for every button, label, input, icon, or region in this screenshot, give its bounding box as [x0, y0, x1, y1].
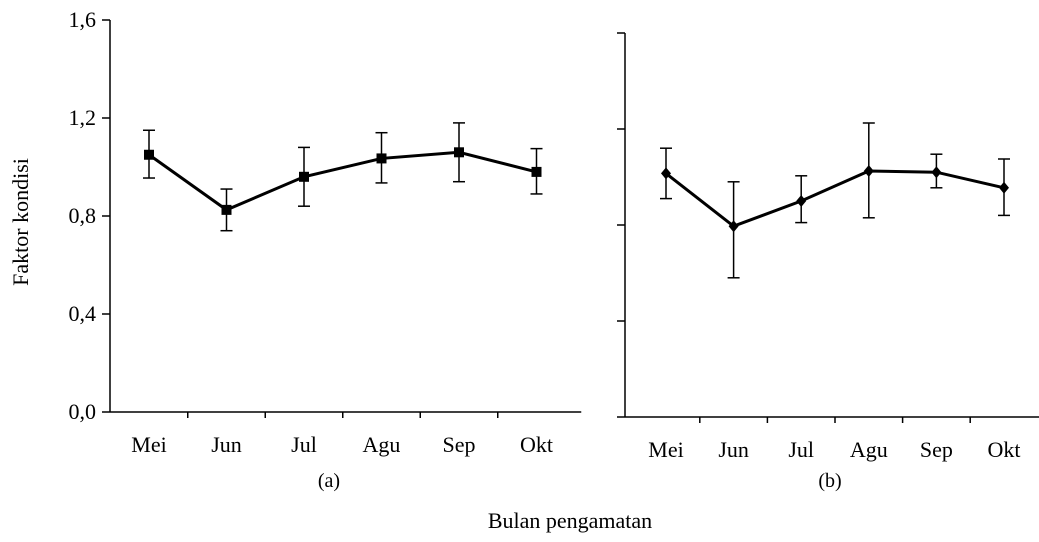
data-point-b-4 [931, 166, 942, 179]
data-point-a-0 [144, 149, 154, 160]
x-tick-label-b-2: Jul [788, 437, 814, 462]
panel-label-b: (b) [818, 470, 841, 492]
x-tick-label-a-0: Mei [131, 432, 166, 457]
series-line-a [148, 150, 537, 212]
x-tick-label-a-1: Jun [211, 432, 242, 457]
x-axis-label: Bulan pengamatan [488, 508, 652, 533]
data-point-a-3 [376, 153, 387, 164]
data-point-b-0 [661, 167, 671, 180]
data-point-b-1 [728, 220, 739, 233]
y-tick-label-a-1: 0,4 [69, 301, 97, 326]
data-point-b-3 [863, 165, 874, 177]
y-tick-label-a-4: 1,6 [69, 7, 97, 32]
y-tick-label-a-3: 1,2 [69, 105, 97, 130]
data-point-a-5 [531, 166, 542, 177]
x-tick-label-b-3: Agu [850, 437, 888, 462]
x-tick-label-b-5: Okt [988, 437, 1021, 462]
x-tick-label-b-0: Mei [648, 437, 683, 462]
data-point-a-1 [221, 204, 232, 215]
x-tick-label-a-5: Okt [520, 432, 553, 457]
x-tick-label-b-1: Jun [718, 437, 749, 462]
panel-label-a: (a) [318, 470, 340, 492]
x-tick-label-a-2: Jul [291, 432, 317, 457]
series-line-b [665, 169, 1005, 228]
data-point-b-5 [999, 181, 1009, 194]
x-tick-label-b-4: Sep [920, 437, 953, 462]
x-tick-label-a-4: Sep [443, 432, 476, 457]
data-point-a-4 [454, 147, 464, 158]
y-tick-label-a-2: 0,8 [69, 203, 97, 228]
x-tick-label-a-3: Agu [363, 432, 401, 457]
data-point-b-2 [796, 195, 807, 207]
y-tick-label-a-0: 0,0 [69, 399, 97, 424]
data-point-a-2 [299, 171, 309, 182]
y-axis-label: Faktor kondisi [8, 158, 33, 286]
